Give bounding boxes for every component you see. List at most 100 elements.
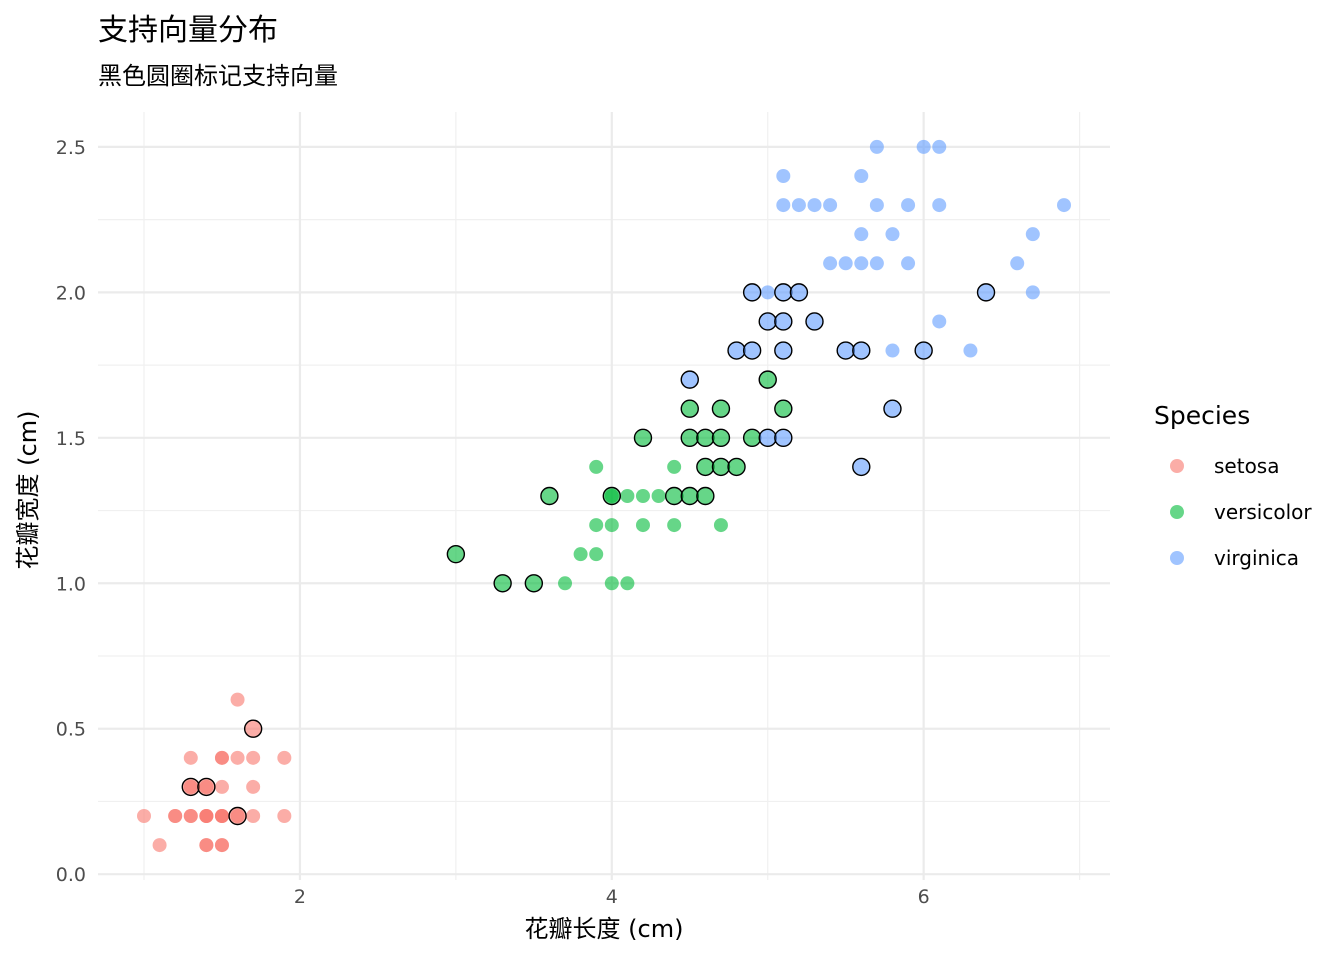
- y-tick-label: 1.0: [56, 573, 86, 595]
- support-vector-virginica: [883, 399, 902, 418]
- data-point-virginica: [1025, 227, 1040, 242]
- support-vector-virginica: [758, 428, 777, 448]
- y-tick-label: 0.0: [56, 864, 86, 886]
- support-vector-versicolor: [680, 399, 699, 418]
- data-point-setosa: [214, 750, 229, 765]
- support-vector-virginica: [742, 341, 762, 360]
- data-point-virginica: [869, 198, 884, 213]
- data-point-virginica: [791, 198, 806, 213]
- legend-title: Species: [1154, 401, 1250, 430]
- support-vector-versicolor: [758, 370, 777, 389]
- legend-key-virginica: [1170, 551, 1184, 565]
- data-point-versicolor: [573, 547, 588, 562]
- data-point-setosa: [183, 809, 198, 823]
- data-point-virginica: [1010, 256, 1025, 271]
- support-vector-virginica: [914, 341, 933, 360]
- support-vector-versicolor: [696, 486, 715, 506]
- data-point-versicolor: [635, 489, 650, 503]
- chart-title: 支持向量分布: [98, 13, 278, 48]
- support-vector-versicolor: [711, 428, 731, 448]
- support-vector-virginica: [774, 341, 793, 360]
- support-vector-virginica: [727, 341, 746, 360]
- data-point-setosa: [152, 838, 167, 853]
- data-point-virginica: [869, 256, 884, 271]
- data-point-virginica: [823, 256, 838, 271]
- data-point-virginica: [823, 198, 838, 213]
- support-vector-virginica: [742, 283, 762, 302]
- support-vector-virginica: [774, 312, 793, 331]
- support-vector-virginica: [774, 428, 793, 448]
- data-point-versicolor: [604, 576, 619, 591]
- data-point-versicolor: [620, 576, 635, 591]
- support-vector-versicolor: [493, 574, 512, 593]
- data-point-setosa: [214, 838, 229, 853]
- y-tick-label: 2.0: [56, 282, 86, 304]
- support-vector-virginica: [758, 312, 777, 331]
- support-vector-versicolor: [540, 486, 559, 506]
- data-point-virginica: [901, 256, 916, 271]
- data-point-setosa: [199, 809, 214, 823]
- support-vector-versicolor: [680, 428, 699, 448]
- x-tick-label: 6: [918, 886, 930, 908]
- data-point-virginica: [1025, 285, 1040, 300]
- support-vector-versicolor: [742, 428, 762, 448]
- data-point-virginica: [776, 198, 791, 213]
- data-point-setosa: [246, 750, 261, 765]
- data-point-virginica: [901, 198, 916, 213]
- data-point-setosa: [230, 750, 245, 765]
- legend-label-virginica: virginica: [1214, 546, 1299, 570]
- data-point-setosa: [246, 779, 261, 794]
- data-point-setosa: [277, 750, 292, 765]
- data-point-virginica: [869, 139, 884, 154]
- support-vector-virginica: [680, 370, 699, 389]
- y-tick-label: 1.5: [56, 428, 86, 450]
- y-tick-label: 2.5: [56, 137, 86, 159]
- legend-label-setosa: setosa: [1214, 454, 1279, 478]
- data-point-virginica: [854, 169, 869, 183]
- support-vector-virginica: [805, 312, 824, 331]
- x-axis-title: 花瓣长度 (cm): [525, 915, 684, 943]
- data-point-virginica: [760, 285, 775, 300]
- data-point-setosa: [277, 809, 292, 823]
- data-point-setosa: [137, 809, 151, 823]
- data-point-versicolor: [589, 459, 604, 474]
- data-point-versicolor: [635, 518, 650, 533]
- support-vector-versicolor: [711, 399, 731, 418]
- plot-area: [98, 112, 1110, 880]
- support-vector-versicolor: [727, 457, 746, 477]
- data-point-virginica: [1057, 198, 1071, 213]
- support-vector-setosa: [197, 777, 216, 797]
- grid-major: [98, 112, 1110, 880]
- support-vector-versicolor: [711, 457, 731, 477]
- data-point-virginica: [963, 343, 978, 358]
- legend-key-setosa: [1170, 459, 1184, 473]
- support-vector-versicolor: [680, 486, 699, 506]
- support-vector-versicolor: [524, 574, 544, 593]
- support-vector-virginica: [836, 341, 855, 360]
- data-point-versicolor: [667, 459, 682, 474]
- data-point-versicolor: [713, 518, 728, 533]
- support-vector-versicolor: [664, 486, 684, 506]
- support-vector-virginica: [976, 283, 996, 302]
- support-vector-points: [181, 283, 996, 826]
- data-point-virginica: [932, 314, 947, 329]
- data-point-virginica: [838, 256, 853, 271]
- legend-label-versicolor: versicolor: [1214, 500, 1312, 524]
- support-vector-virginica: [789, 283, 809, 302]
- support-vector-virginica: [852, 341, 871, 360]
- support-vector-setosa: [243, 719, 263, 738]
- legend: Species setosa versicolor virginica: [1154, 401, 1312, 570]
- data-point-setosa: [199, 838, 214, 853]
- data-point-virginica: [776, 169, 791, 183]
- data-point-setosa: [230, 692, 245, 707]
- data-point-setosa: [214, 779, 229, 794]
- data-point-virginica: [807, 198, 822, 213]
- data-point-versicolor: [589, 547, 604, 562]
- data-point-versicolor: [558, 576, 573, 591]
- x-tick-label: 4: [606, 886, 618, 908]
- support-vector-versicolor: [633, 428, 653, 448]
- y-axis-ticks: 0.0 0.5 1.0 1.5 2.0 2.5: [56, 137, 86, 886]
- y-tick-label: 0.5: [56, 719, 86, 741]
- support-vector-versicolor: [696, 428, 715, 448]
